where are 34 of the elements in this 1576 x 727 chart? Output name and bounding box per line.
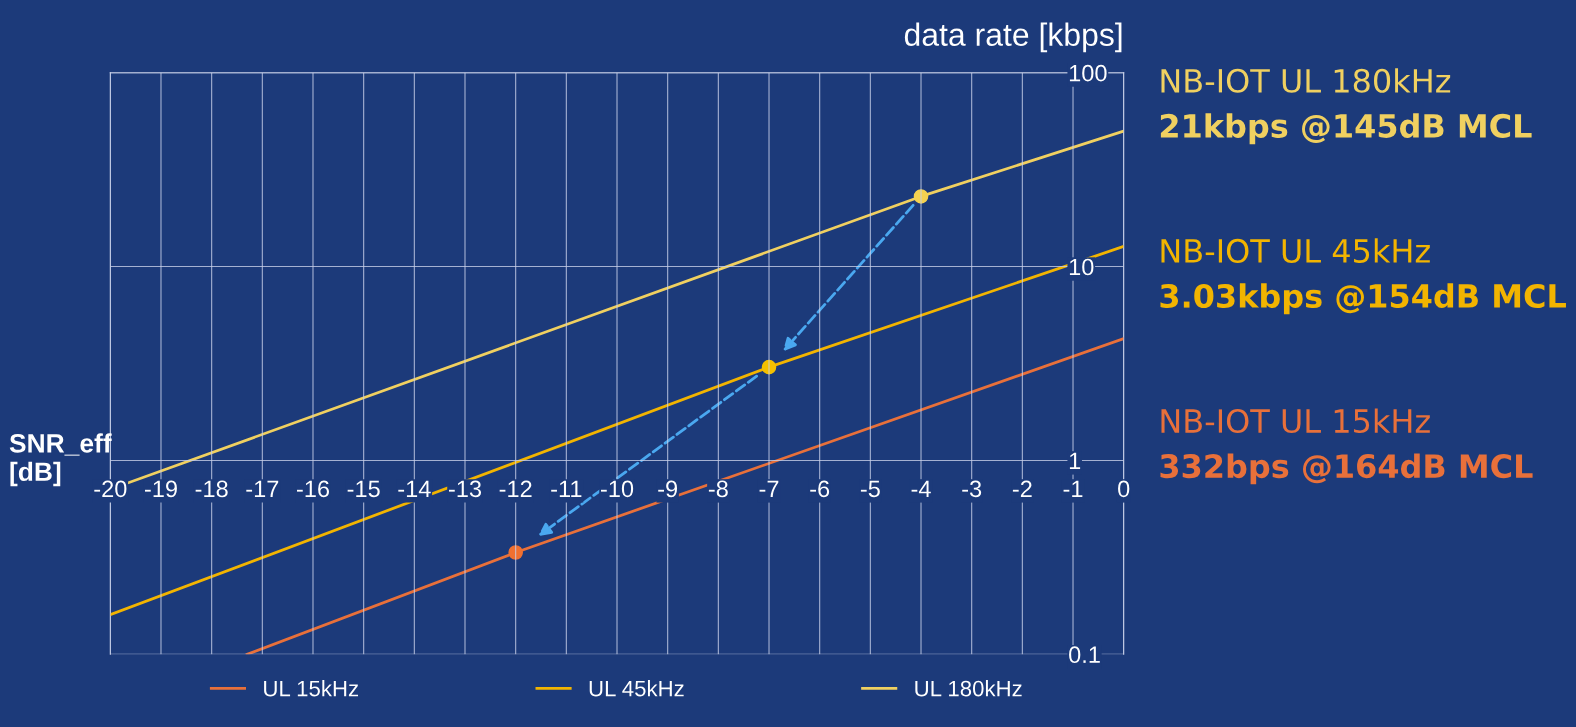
x-tick-label: -9 — [658, 480, 678, 498]
x-tick-label: -4 — [911, 480, 931, 497]
x-tick-label: -14 — [398, 480, 431, 497]
x-tick-label: -7 — [759, 480, 779, 497]
legend-label: UL 15kHz — [264, 680, 359, 697]
text: 21kbps @145dB MCL — [1160, 113, 1532, 145]
x-tick-label: -16 — [296, 480, 330, 498]
x-tick-label: -1 — [1063, 480, 1083, 497]
x-tick-label: -8 — [708, 480, 728, 498]
text: NB-IOT UL 45kHz — [1161, 238, 1430, 263]
text: NB-IOT UL 15kHz — [1161, 408, 1430, 434]
y-axis-title: data rate [kbps] — [904, 22, 1122, 53]
x-tick-label: -19 — [144, 480, 177, 498]
x-tick-label: -3 — [962, 480, 982, 498]
x-tick-label: -15 — [347, 480, 380, 498]
y-tick-label: 0.1 — [1069, 646, 1100, 664]
legend-label: UL 45kHz — [589, 680, 684, 697]
text: 332bps @164dB MCL — [1160, 453, 1533, 485]
y-tick-label: 100 — [1069, 64, 1107, 82]
x-tick-label: -2 — [1012, 480, 1032, 497]
x-tick-label: -18 — [195, 480, 228, 498]
y-tick-label: 10 — [1069, 258, 1094, 276]
x-tick-label: -12 — [499, 480, 532, 497]
legend-label: UL 180kHz — [915, 680, 1022, 697]
x-tick-label: -10 — [600, 480, 634, 498]
x-tick-label: -11 — [551, 480, 582, 497]
x-tick-label: 0 — [1118, 480, 1130, 498]
y-tick-label: 1 — [1069, 452, 1081, 469]
text: 3.03kbps @154dB MCL — [1160, 283, 1566, 315]
x-tick-label: -5 — [860, 480, 880, 498]
x-tick-label: -17 — [246, 480, 279, 497]
x-tick-label: -6 — [810, 480, 830, 498]
x-tick-label: -13 — [448, 480, 482, 498]
text: NB-IOT UL 180kHz — [1161, 68, 1451, 93]
